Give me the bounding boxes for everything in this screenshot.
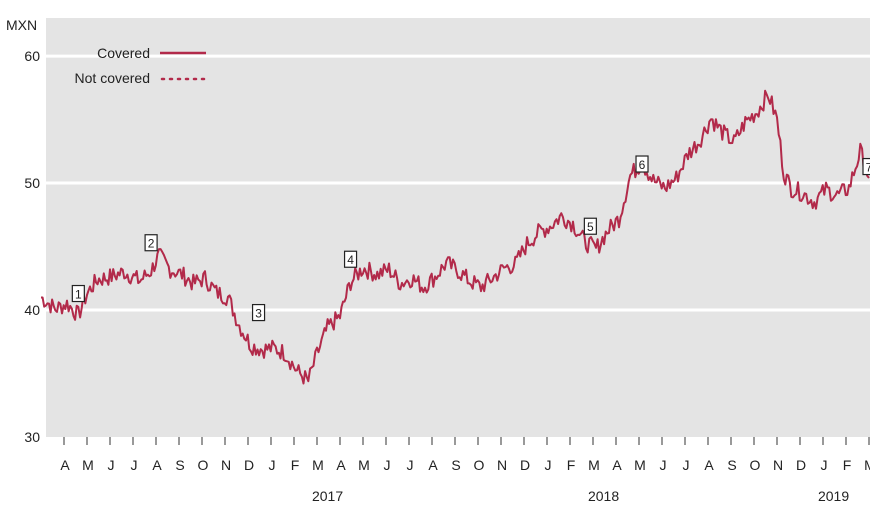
x-month-label: M: [82, 457, 94, 473]
x-month-label: O: [750, 457, 761, 473]
annotation-box: [583, 217, 597, 235]
x-month-label: N: [773, 457, 783, 473]
x-month-label: J: [660, 457, 667, 473]
annotation-marker: 5: [583, 217, 597, 235]
x-month-label: S: [451, 457, 460, 473]
x-month-label: A: [428, 457, 438, 473]
x-month-label: A: [60, 457, 70, 473]
y-tick-label: 40: [24, 302, 40, 318]
x-month-label: J: [108, 457, 115, 473]
y-tick-label: 30: [24, 429, 40, 445]
x-month-label: O: [198, 457, 209, 473]
annotation-box: [71, 284, 85, 303]
annotation-box: [251, 303, 266, 322]
x-month-label: F: [567, 457, 576, 473]
annotation-marker: 4: [343, 250, 358, 268]
x-month-label: F: [843, 457, 852, 473]
legend: Covered Not covered: [75, 45, 208, 86]
x-month-label: A: [704, 457, 714, 473]
annotation-label: 3: [255, 307, 262, 321]
annotation-box: [144, 234, 158, 252]
x-month-label: F: [291, 457, 300, 473]
x-month-label: S: [175, 457, 184, 473]
x-month-label: D: [796, 457, 806, 473]
x-axis: AMJJASONDJFMAMJJASONDJFMAMJJASONDJFM2017…: [60, 437, 870, 504]
plot-area: [46, 18, 870, 437]
x-month-label: J: [131, 457, 138, 473]
annotation-box: [343, 250, 358, 268]
y-tick-label: 60: [24, 48, 40, 64]
x-month-label: J: [384, 457, 391, 473]
x-month-label: M: [634, 457, 646, 473]
annotation-label: 2: [148, 237, 155, 251]
y-tick-label: 50: [24, 175, 40, 191]
annotation-box: [635, 155, 649, 173]
x-month-label: N: [221, 457, 231, 473]
x-month-label: M: [588, 457, 600, 473]
x-month-label: J: [821, 457, 828, 473]
x-year-label: 2019: [818, 488, 849, 504]
x-month-label: M: [358, 457, 370, 473]
annotation-label: 1: [75, 288, 82, 302]
gridlines: [46, 54, 870, 312]
x-month-label: A: [336, 457, 346, 473]
x-month-label: J: [407, 457, 414, 473]
annotations: 1 2 3 4 5 6 7: [71, 155, 870, 322]
x-month-label: D: [244, 457, 254, 473]
y-axis-ticks: 30 40 50 60: [24, 48, 40, 445]
legend-label-not-covered: Not covered: [75, 70, 150, 86]
x-month-label: S: [727, 457, 736, 473]
x-month-label: J: [269, 457, 276, 473]
x-month-label: J: [545, 457, 552, 473]
annotation-marker: 1: [71, 284, 85, 303]
legend-label-covered: Covered: [97, 45, 150, 61]
annotation-marker: 7: [862, 157, 870, 176]
x-year-label: 2018: [588, 488, 619, 504]
annotation-label: 5: [587, 220, 594, 234]
annotation-marker: 3: [251, 303, 266, 322]
x-month-label: A: [612, 457, 622, 473]
x-month-label: D: [520, 457, 530, 473]
annotation-label: 4: [347, 253, 354, 267]
annotation-marker: 2: [144, 234, 158, 252]
x-year-label: 2017: [312, 488, 343, 504]
x-month-label: M: [312, 457, 324, 473]
series-layer: [41, 89, 870, 385]
annotation-label: 6: [639, 158, 646, 172]
x-month-label: M: [864, 457, 870, 473]
x-month-label: J: [683, 457, 690, 473]
x-month-label: O: [474, 457, 485, 473]
annotation-box: [862, 157, 870, 176]
series-line-covered: [41, 89, 870, 385]
x-month-label: A: [152, 457, 162, 473]
annotation-marker: 6: [635, 155, 649, 173]
annotation-label: 7: [866, 161, 870, 175]
y-axis-label: MXN: [6, 17, 37, 33]
x-month-label: N: [497, 457, 507, 473]
